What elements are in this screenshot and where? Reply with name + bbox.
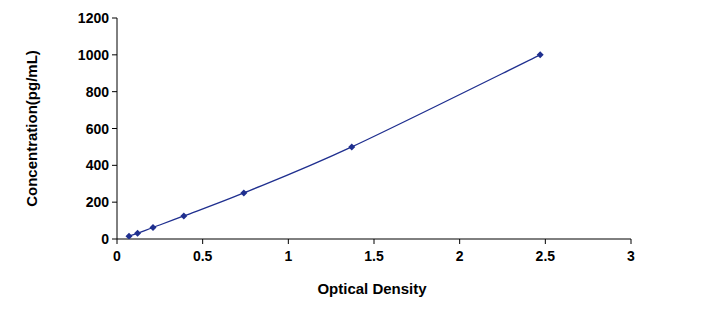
point xyxy=(180,212,187,219)
x-tick xyxy=(117,239,118,244)
y-tick-label: 200 xyxy=(86,194,110,210)
x-tick-label: 0.5 xyxy=(193,248,213,264)
y-tick-label: 0 xyxy=(101,231,109,247)
plot-area xyxy=(125,51,543,239)
y-axis-label: Concentration(pg/mL) xyxy=(23,50,40,207)
point xyxy=(134,230,141,237)
x-tick-label: 2.5 xyxy=(536,248,556,264)
x-tick-label: 0 xyxy=(113,248,121,264)
x-tick xyxy=(288,239,289,244)
y-tick-label: 400 xyxy=(86,157,110,173)
x-tick xyxy=(631,239,632,244)
curve xyxy=(129,55,540,236)
y-tick-label: 600 xyxy=(86,121,110,137)
background xyxy=(0,0,720,316)
x-tick xyxy=(202,239,203,244)
point xyxy=(149,224,156,231)
y-tick xyxy=(112,54,117,55)
x-tick-label: 1 xyxy=(284,248,292,264)
x-tick xyxy=(374,239,375,244)
x-tick-label: 1.5 xyxy=(364,248,384,264)
chart: 0 200 400 600 800 1000 1200 0 0.5 1 1.5 2 2.5 3 Optica… xyxy=(0,0,720,316)
x-tick-label: 3 xyxy=(627,248,635,264)
y-tick xyxy=(112,202,117,203)
y-tick xyxy=(112,91,117,92)
y-tick-label: 1000 xyxy=(78,47,109,63)
y-tick xyxy=(112,128,117,129)
point xyxy=(537,51,544,58)
y-tick-label: 800 xyxy=(86,84,110,100)
y-tick xyxy=(112,165,117,166)
x-tick-label: 2 xyxy=(456,248,464,264)
point xyxy=(240,189,247,196)
y-tick xyxy=(112,18,117,19)
y-tick xyxy=(112,239,117,240)
x-tick xyxy=(459,239,460,244)
point xyxy=(125,233,132,239)
x-tick xyxy=(545,239,546,244)
y-tick-label: 1200 xyxy=(78,10,109,26)
point xyxy=(348,143,355,150)
x-axis-label: Optical Density xyxy=(317,280,427,297)
